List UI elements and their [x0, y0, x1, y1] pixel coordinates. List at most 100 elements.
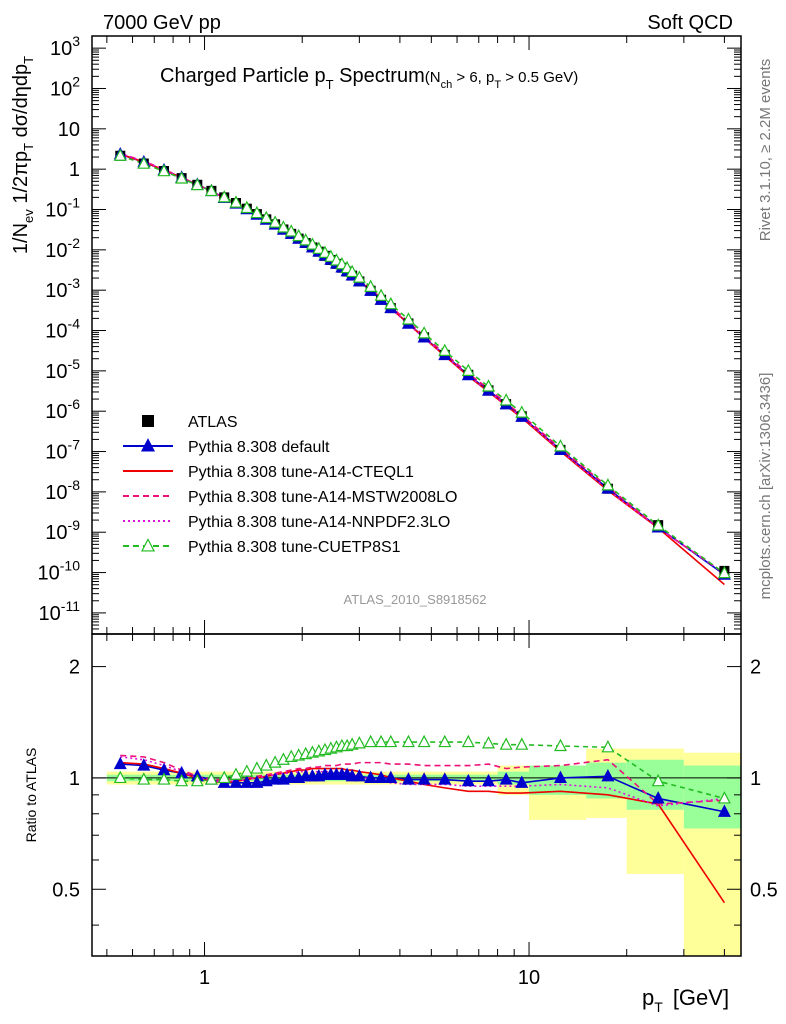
title-cond-a: (N	[425, 69, 441, 86]
legend-label-2: Pythia 8.308 tune-A14-CTEQL1	[188, 464, 414, 481]
y-tick-label: 10-4	[45, 316, 80, 343]
main-y-axis-label: 1/Nev 1/2πpT dσ/dηdpT	[10, 56, 36, 254]
main-marker-4	[318, 245, 332, 258]
ratio-marker-4	[417, 734, 431, 748]
mcplots-label: mcplots.cern.ch [arXiv:1306.3436]	[757, 373, 774, 600]
y-tick-label: 10-2	[45, 235, 80, 262]
main-marker-4	[651, 518, 665, 531]
ratio-marker-0	[553, 770, 567, 784]
main-marker-4	[553, 439, 567, 452]
ratio-marker-0	[259, 773, 273, 787]
main-marker-4	[250, 205, 264, 219]
ratio-marker-0	[364, 770, 378, 784]
legend-marker-0	[142, 415, 154, 427]
title-main-a: Charged Particle p	[160, 65, 326, 87]
ratio-marker-0	[601, 769, 615, 782]
ratio-y-tick-label-0.5: 0.5	[52, 879, 80, 901]
plot-title: Charged Particle pT Spectrum(Nch > 6, pT…	[160, 65, 578, 92]
ratio-marker-0	[717, 804, 731, 817]
ratio-marker-4	[137, 772, 151, 785]
main-marker-4	[157, 163, 171, 177]
ratio-marker-4	[481, 736, 495, 749]
ratio-marker-4	[352, 736, 366, 749]
legend: ATLAS Pythia 8.308 default Pythia 8.308 tu…	[123, 414, 457, 556]
main-marker-4	[175, 171, 189, 184]
ratio-y-tick-label-right-1: 1	[750, 768, 761, 790]
main-marker-4	[438, 343, 452, 357]
x-axis-label-sub: T	[654, 999, 663, 1015]
main-marker-4	[364, 279, 378, 292]
y-tick-label: 10-1	[45, 195, 80, 222]
rivet-version-label: Rivet 3.1.10, ≥ 2.2M events	[757, 59, 774, 242]
ratio-marker-4	[384, 734, 398, 748]
ratio-marker-4	[240, 764, 254, 777]
ratio-marker-0	[250, 775, 264, 788]
main-marker-4	[352, 270, 366, 283]
ratio-marker-4	[717, 791, 731, 804]
ratio-marker-4	[204, 772, 218, 785]
main-curve-0	[120, 153, 725, 576]
main-marker-4	[417, 326, 431, 339]
ratio-curve-4	[120, 741, 725, 800]
main-marker-4	[190, 177, 204, 191]
y-tick-label: 1	[69, 159, 80, 181]
y-tick-label: 10-6	[45, 396, 80, 423]
main-marker-4	[259, 210, 273, 224]
main-marker-4	[292, 228, 306, 242]
main-marker-4	[240, 200, 254, 214]
x-axis-label-p: p	[642, 985, 654, 1010]
legend-marker-5	[140, 538, 156, 552]
legend-label-1: Pythia 8.308 default	[188, 439, 330, 456]
header-category-label: Soft QCD	[647, 12, 733, 34]
y-tick-label: 10	[58, 119, 80, 141]
ratio-y-axis-label: Ratio to ATLAS	[23, 748, 39, 843]
y-tick-label: 10-8	[45, 477, 80, 504]
main-marker-4	[481, 379, 495, 392]
ratio-marker-4	[651, 773, 665, 787]
main-marker-4	[324, 249, 338, 262]
main-marker-4	[229, 195, 243, 208]
ratio-marker-0	[384, 770, 398, 784]
ratio-marker-4	[374, 734, 388, 748]
main-marker-4	[601, 478, 615, 491]
ratio-marker-4	[190, 773, 204, 787]
ratio-y-tick-label-1: 1	[69, 768, 80, 790]
ratio-marker-4	[217, 770, 231, 784]
title-cond-b: > 6, p	[452, 69, 494, 86]
y-tick-label: 102	[50, 73, 80, 100]
legend-label-4: Pythia 8.308 tune-A14-NNPDF2.3LO	[188, 514, 450, 531]
main-marker-4	[305, 237, 319, 250]
x-axis-label-unit: [GeV]	[673, 985, 729, 1010]
title-cond-sub2: T	[494, 79, 501, 91]
main-marker-4	[384, 296, 398, 310]
analysis-id-label: ATLAS_2010_S8918562	[344, 592, 487, 607]
ratio-marker-0	[240, 775, 254, 788]
legend-label-0: ATLAS	[188, 414, 238, 431]
main-marker-4	[137, 156, 151, 169]
ratio-marker-0	[137, 758, 151, 771]
ratio-marker-0	[113, 756, 127, 770]
main-marker-4	[345, 264, 359, 278]
ratio-marker-4	[157, 772, 171, 785]
ratio-marker-0	[438, 772, 452, 785]
ratio-marker-4	[401, 734, 415, 748]
header-energy-label: 7000 GeV pp	[103, 12, 221, 34]
y-tick-label: 103	[50, 33, 80, 60]
main-marker-4	[312, 241, 326, 254]
x-tick-label-10: 10	[518, 967, 540, 989]
title-cond-sub1: ch	[441, 79, 453, 91]
main-marker-4	[499, 393, 513, 406]
ratio-marker-4	[515, 737, 529, 750]
legend-label-5: Pythia 8.308 tune-CUETP8S1	[188, 539, 401, 556]
ratio-y-tick-label-right-0.5: 0.5	[750, 879, 778, 901]
y-tick-label: 10-10	[38, 558, 81, 585]
ratio-marker-4	[461, 734, 475, 748]
legend-marker-1	[140, 438, 156, 452]
main-marker-4	[299, 233, 313, 246]
ratio-marker-4	[499, 737, 513, 750]
title-main-b: Spectrum	[334, 65, 425, 87]
ratio-marker-4	[438, 734, 452, 748]
ratio-marker-0	[401, 772, 415, 785]
y-tick-label: 10-5	[45, 356, 80, 383]
ratio-y-tick-label-2: 2	[69, 657, 80, 679]
